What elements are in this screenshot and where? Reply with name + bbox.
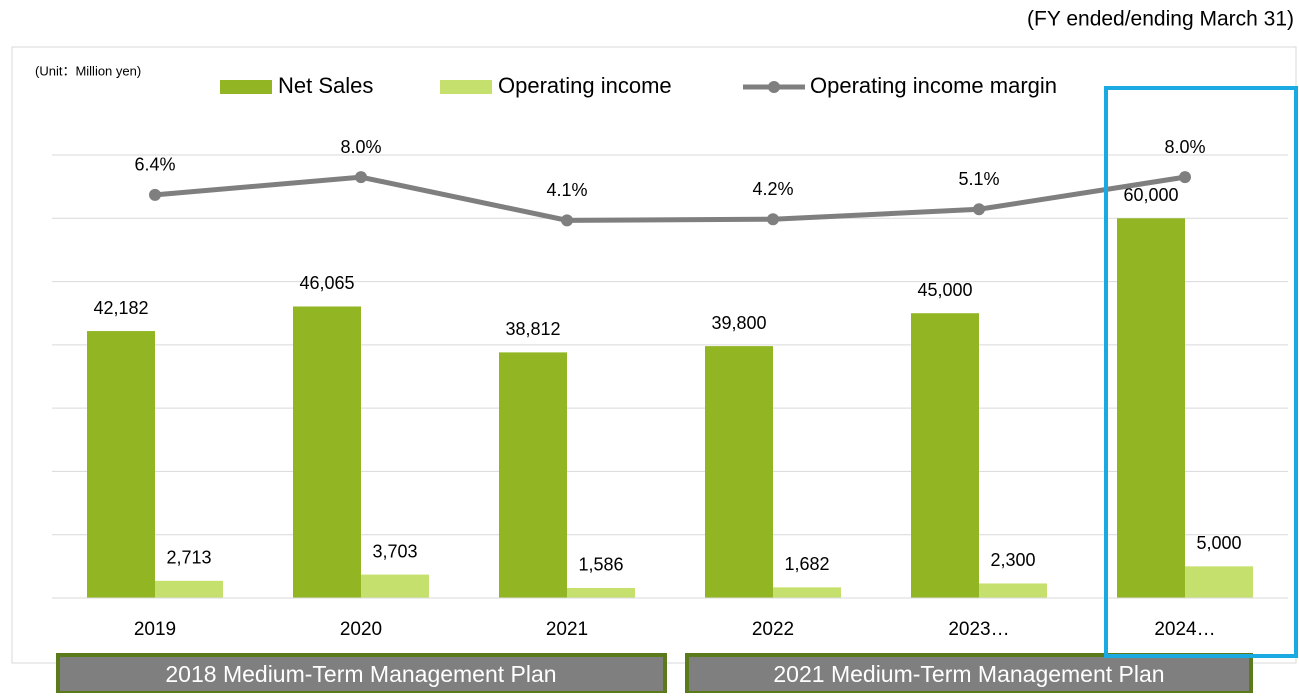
bar: [1117, 218, 1185, 599]
data-label: 46,065: [299, 273, 354, 293]
legend-swatch: [440, 80, 492, 94]
legend-marker: [768, 81, 780, 93]
data-label: 1,682: [784, 554, 829, 574]
data-label: 39,800: [711, 313, 766, 333]
bar: [567, 587, 635, 598]
data-label: 4.2%: [752, 179, 793, 199]
line-marker: [149, 188, 161, 201]
legend-label: Net Sales: [278, 73, 373, 98]
line-marker: [561, 214, 573, 227]
chart-frame: [11, 46, 1297, 664]
data-label: 1,586: [578, 555, 623, 575]
data-label: 60,000: [1123, 185, 1178, 205]
data-label: 3,703: [372, 541, 417, 561]
bar: [979, 583, 1047, 598]
line-marker: [767, 213, 779, 226]
plan-label: 2021 Medium-Term Management Plan: [773, 661, 1164, 687]
legend-label: Operating income: [498, 73, 672, 98]
data-label: 8.0%: [340, 137, 381, 157]
line-marker: [355, 171, 367, 184]
highlight-box: [1104, 86, 1298, 658]
bar: [1185, 566, 1253, 598]
data-label: 4.1%: [546, 180, 587, 200]
line-marker: [1179, 171, 1191, 184]
line: [154, 174, 1186, 223]
bar: [155, 580, 223, 598]
data-label: 8.0%: [1164, 137, 1205, 157]
legend-label: Operating income margin: [810, 73, 1057, 98]
data-label: 2,713: [166, 548, 211, 568]
x-tick-label: 2022: [752, 619, 794, 640]
data-label: 45,000: [917, 280, 972, 300]
bar: [911, 313, 979, 598]
x-tick-label: 2019: [134, 619, 176, 640]
bar: [361, 574, 429, 598]
data-label: 5.1%: [958, 169, 999, 189]
legend-swatch: [220, 80, 272, 94]
bar: [87, 331, 155, 598]
x-tick-label: 2021: [546, 619, 588, 640]
x-tick-label: 2020: [340, 619, 382, 640]
plan-label: 2018 Medium-Term Management Plan: [165, 661, 556, 687]
data-label: 6.4%: [134, 155, 175, 175]
unit-note: (Unit：Million yen): [35, 63, 141, 78]
data-label: 42,182: [93, 298, 148, 318]
data-label: 2,300: [990, 550, 1035, 570]
bar: [293, 306, 361, 598]
line-marker: [973, 203, 985, 216]
data-label: 38,812: [505, 319, 560, 339]
x-tick-label: 2024…: [1154, 619, 1215, 640]
fy-note: (FY ended/ending March 31): [1027, 8, 1294, 31]
data-label: 5,000: [1196, 533, 1241, 553]
bar: [499, 352, 567, 598]
x-tick-label: 2023…: [948, 619, 1009, 640]
bar: [773, 587, 841, 598]
bar: [705, 346, 773, 598]
